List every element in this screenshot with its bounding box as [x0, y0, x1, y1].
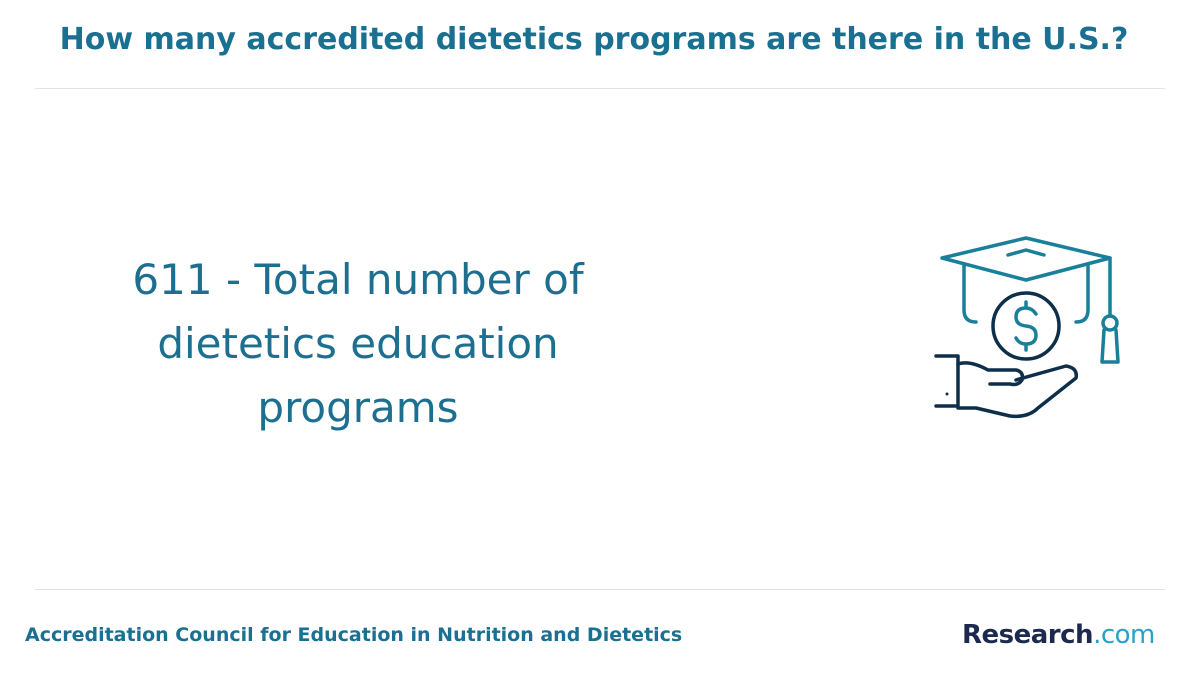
- source: Accreditation Council for Education in N…: [25, 624, 683, 646]
- divider: [35, 88, 1165, 89]
- page-title: How many accredited dietetics programs a…: [59, 22, 1129, 57]
- divider: [35, 589, 1165, 590]
- logo-text: .com: [1093, 620, 1155, 650]
- logo: Research.com: [962, 620, 1155, 650]
- icon: [934, 236, 1120, 419]
- logo-text: Research: [962, 620, 1094, 650]
- statement: 611 - Total number of dietetics educatio…: [132, 255, 584, 432]
